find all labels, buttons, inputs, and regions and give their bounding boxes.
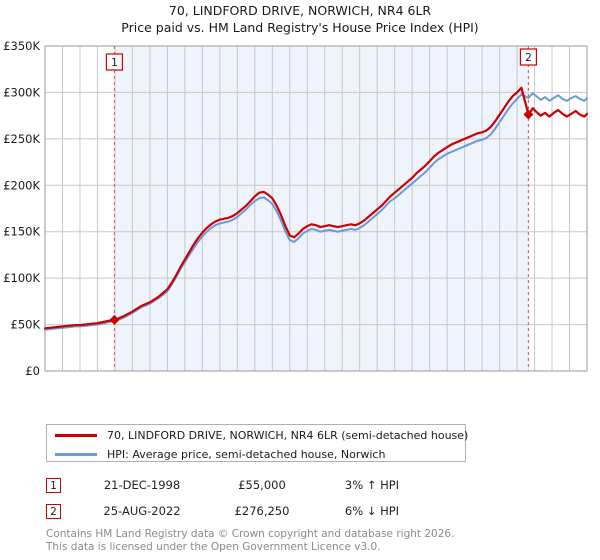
- page-subtitle: Price paid vs. HM Land Registry's House …: [121, 20, 479, 35]
- price-paid-line: [43, 86, 589, 330]
- chart-legend: 70, LINDFORD DRIVE, NORWICH, NR4 6LR (se…: [46, 424, 469, 463]
- transaction-price-2: £276,250: [234, 504, 290, 518]
- transaction-badge-2: 2: [46, 503, 61, 519]
- y-axis-tick-label: £150K: [3, 225, 40, 239]
- page-title: 70, LINDFORD DRIVE, NORWICH, NR4 6LR: [168, 3, 432, 18]
- transaction-hpi-delta-2: 6% ↓ HPI: [344, 504, 400, 518]
- legend-label-price-paid: 70, LINDFORD DRIVE, NORWICH, NR4 6LR (se…: [107, 428, 469, 442]
- legend-item-hpi: HPI: Average price, semi-detached house,…: [47, 445, 465, 463]
- hpi-average-line: [44, 92, 588, 331]
- transaction-span-band: [114, 46, 529, 371]
- marker-badge-2: [519, 48, 538, 66]
- chart-area: £0£50K£100K£150K£200K£250K£300K£350K1995…: [0, 40, 600, 375]
- y-axis-tick-label: £200K: [3, 178, 40, 192]
- legend-swatch-red-line-icon: [55, 433, 97, 437]
- table-row: 2 25-AUG-2022 £276,250 6% ↓ HPI: [46, 498, 466, 524]
- transaction-price-1: £55,000: [238, 478, 286, 492]
- chart-title-block: 70, LINDFORD DRIVE, NORWICH, NR4 6LR Pri…: [0, 2, 600, 36]
- marker-badge-1: [105, 53, 124, 71]
- marker-badge-label-2: 2: [525, 52, 532, 64]
- transaction-badge-1: 1: [46, 477, 61, 493]
- marker-badge-label-1: 1: [111, 57, 118, 69]
- legend-swatch-blue-line-icon: [55, 452, 97, 456]
- transaction-hpi-delta-1: 3% ↑ HPI: [344, 478, 400, 492]
- y-axis-tick-label: £300K: [3, 85, 40, 99]
- legend-label-hpi: HPI: Average price, semi-detached house,…: [107, 447, 386, 461]
- footer-line-2: This data is licensed under the Open Gov…: [46, 540, 381, 553]
- y-axis-tick-label: £100K: [3, 271, 40, 285]
- y-axis-tick-label: £0: [25, 364, 40, 375]
- table-row: 1 21-DEC-1998 £55,000 3% ↑ HPI: [46, 472, 466, 498]
- transactions-table: 1 21-DEC-1998 £55,000 3% ↑ HPI 2 25-AUG-…: [46, 472, 466, 524]
- transaction-point-1: [109, 314, 120, 325]
- transaction-date-1: 21-DEC-1998: [103, 478, 181, 492]
- plot-border: [44, 45, 588, 372]
- transaction-date-2: 25-AUG-2022: [103, 504, 181, 518]
- legend-item-price-paid: 70, LINDFORD DRIVE, NORWICH, NR4 6LR (se…: [47, 426, 469, 444]
- copyright-footer: Contains HM Land Registry data © Crown c…: [46, 528, 586, 553]
- price-line-chart: £0£50K£100K£150K£200K£250K£300K£350K1995…: [3, 40, 589, 375]
- y-axis-tick-label: £250K: [3, 132, 40, 146]
- footer-line-1: Contains HM Land Registry data © Crown c…: [46, 528, 455, 540]
- y-axis-tick-label: £350K: [3, 40, 40, 53]
- transaction-point-2: [523, 109, 534, 120]
- y-axis-tick-label: £50K: [11, 318, 41, 332]
